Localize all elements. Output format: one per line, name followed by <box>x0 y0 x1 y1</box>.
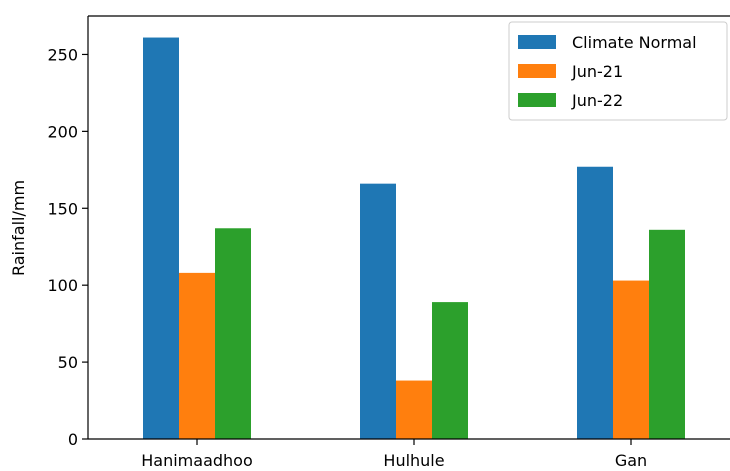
bar-climate-normal-hulhule <box>360 183 396 439</box>
y-axis-label: Rainfall/mm <box>9 180 28 276</box>
bar-climate-normal-gan <box>577 166 613 439</box>
y-tick-label: 100 <box>47 276 78 295</box>
legend-swatch <box>518 93 556 107</box>
x-tick-label-hanimaadhoo: Hanimaadhoo <box>141 451 253 470</box>
legend-label: Climate Normal <box>572 33 697 52</box>
legend: Climate Normal Jun-21 Jun-22 <box>508 21 728 121</box>
x-tick-label-hulhule: Hulhule <box>383 451 444 470</box>
bar-jun-21-gan <box>613 280 649 439</box>
y-tick-label: 200 <box>47 122 78 141</box>
y-tick-label: 50 <box>58 353 78 372</box>
legend-frame <box>508 21 728 121</box>
legend-swatch <box>518 35 556 49</box>
bar-jun-22-gan <box>649 229 685 439</box>
x-axis-ticks: Hanimaadhoo Hulhule Gan <box>141 439 647 470</box>
legend-label: Jun-21 <box>571 62 623 81</box>
y-tick-label: 250 <box>47 45 78 64</box>
y-tick-label: 0 <box>68 430 78 449</box>
x-tick-label-gan: Gan <box>615 451 647 470</box>
y-tick-label: 150 <box>47 199 78 218</box>
bars-group <box>143 37 685 439</box>
bar-jun-22-hulhule <box>432 302 468 439</box>
bar-jun-21-hulhule <box>396 380 432 439</box>
legend-swatch <box>518 64 556 78</box>
bar-jun-21-hanimaadhoo <box>179 272 215 439</box>
legend-label: Jun-22 <box>571 91 623 110</box>
y-axis-ticks: 0 50 100 150 200 250 <box>47 45 88 449</box>
bar-climate-normal-hanimaadhoo <box>143 37 179 439</box>
bar-jun-22-hanimaadhoo <box>215 228 251 439</box>
